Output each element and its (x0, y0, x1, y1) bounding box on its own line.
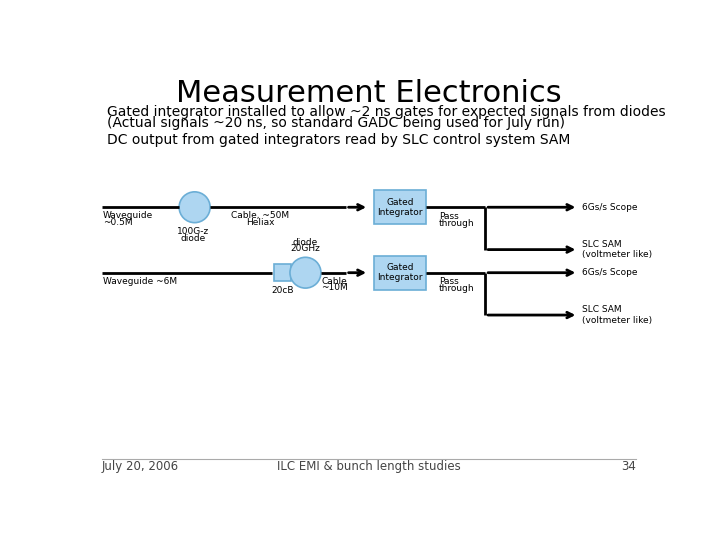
Text: 20cB: 20cB (271, 286, 294, 295)
Text: (Actual signals ~20 ns, so standard GADC being used for July run): (Actual signals ~20 ns, so standard GADC… (107, 116, 565, 130)
Text: Heliax: Heliax (246, 218, 275, 227)
Text: Gated
Integrator: Gated Integrator (377, 198, 423, 217)
Text: Pass: Pass (438, 278, 459, 286)
Text: Gated
Integrator: Gated Integrator (377, 263, 423, 282)
FancyBboxPatch shape (374, 190, 426, 224)
Text: 6Gs/s Scope: 6Gs/s Scope (582, 268, 638, 277)
Text: through: through (438, 219, 474, 228)
Text: diode: diode (181, 234, 206, 243)
Text: July 20, 2006: July 20, 2006 (102, 460, 179, 473)
Text: 100G-z: 100G-z (177, 227, 210, 237)
Text: diode: diode (293, 238, 318, 247)
Text: Cable: Cable (321, 276, 347, 286)
FancyBboxPatch shape (374, 256, 426, 289)
Text: Cable, ~50M: Cable, ~50M (231, 211, 289, 220)
Text: Measurement Electronics: Measurement Electronics (176, 79, 562, 107)
Text: ~0.5M: ~0.5M (103, 218, 132, 227)
Text: 20GHz: 20GHz (290, 245, 320, 253)
Text: SLC SAM
(voltmeter like): SLC SAM (voltmeter like) (582, 240, 652, 259)
Text: ILC EMI & bunch length studies: ILC EMI & bunch length studies (277, 460, 461, 473)
Text: Pass: Pass (438, 212, 459, 221)
Circle shape (179, 192, 210, 222)
Text: ~10M: ~10M (320, 284, 348, 293)
Circle shape (290, 257, 321, 288)
Text: Waveguide ~6M: Waveguide ~6M (103, 276, 177, 286)
Text: SLC SAM
(voltmeter like): SLC SAM (voltmeter like) (582, 305, 652, 325)
Text: 34: 34 (621, 460, 636, 473)
Text: Gated integrator installed to allow ~2 ns gates for expected signals from diodes: Gated integrator installed to allow ~2 n… (107, 105, 666, 119)
Text: 6Gs/s Scope: 6Gs/s Scope (582, 202, 638, 212)
Text: through: through (438, 284, 474, 293)
Bar (274, 264, 291, 281)
Text: Waveguide: Waveguide (103, 211, 153, 220)
Text: DC output from gated integrators read by SLC control system SAM: DC output from gated integrators read by… (107, 132, 570, 146)
